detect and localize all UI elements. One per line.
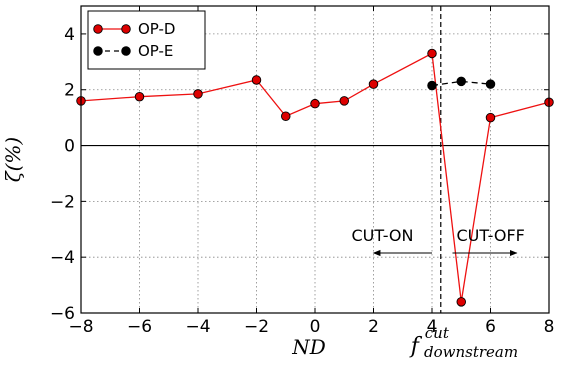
annotation-label: CUT-ON [352, 226, 414, 245]
x-tick-label: 4 [427, 317, 438, 337]
legend-entry: OP-D [93, 20, 176, 38]
x-tick-label: 0 [310, 317, 321, 337]
cutoff-label: f downstream [409, 334, 518, 361]
x-tick-label: −4 [185, 317, 210, 337]
data-point [193, 89, 203, 99]
data-point [427, 80, 437, 91]
series-layer [76, 48, 554, 307]
cutoff-label-main: f [409, 334, 423, 359]
x-tick-label: 8 [544, 317, 555, 337]
legend-marker [121, 46, 131, 56]
y-axis-label: ζ(%) [1, 137, 25, 182]
data-point [456, 297, 467, 307]
data-point [134, 91, 145, 102]
y-tick-label: −2 [50, 192, 75, 212]
x-tick-label: −2 [244, 317, 269, 337]
x-axis-label: ND [291, 335, 326, 359]
data-point [251, 75, 262, 85]
legend-marker [93, 46, 103, 56]
cutoff-label-sub: downstream [424, 343, 518, 361]
data-point [485, 112, 496, 123]
legend-marker [121, 24, 131, 34]
x-tick-label: 6 [485, 317, 496, 337]
data-point [310, 98, 320, 109]
annotations: CUT-ON CUT-OFF [352, 226, 525, 257]
x-tick-label: −6 [127, 317, 152, 337]
data-point [281, 111, 291, 121]
y-tick-label: 0 [64, 137, 75, 157]
series-op-d [76, 48, 554, 307]
series-op-e [427, 76, 496, 91]
annotation-label: CUT-OFF [456, 226, 524, 245]
legend-marker [93, 24, 103, 34]
legend: OP-D OP-E [87, 10, 206, 70]
y-tick-label: −6 [50, 304, 75, 324]
data-point [339, 96, 350, 106]
cutoff-label-sup: cut [425, 324, 450, 342]
x-tick-label: 2 [368, 317, 379, 337]
legend-items: OP-D OP-E [93, 20, 176, 60]
data-point [456, 76, 467, 87]
data-point [368, 79, 379, 89]
data-point [427, 48, 437, 59]
legend-entry: OP-E [93, 42, 173, 60]
legend-box [87, 10, 206, 70]
legend-label: OP-E [138, 42, 173, 60]
y-tick-label: 4 [64, 25, 75, 45]
data-point [485, 79, 496, 89]
x-tick-label: −8 [68, 317, 93, 337]
y-tick-label: −4 [50, 248, 75, 268]
series-line [80, 52, 550, 302]
legend-label: OP-D [138, 20, 176, 38]
y-tick-label: 2 [64, 81, 75, 101]
